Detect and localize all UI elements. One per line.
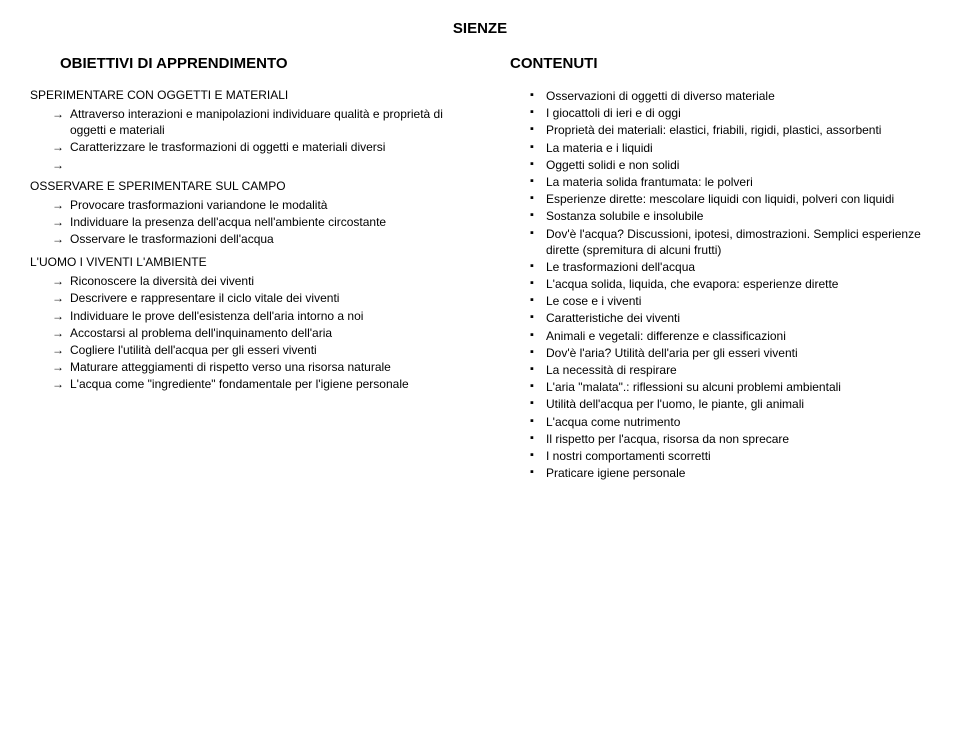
list-item: Proprietà dei materiali: elastici, friab… xyxy=(530,122,930,138)
list-item: Praticare igiene personale xyxy=(530,465,930,481)
list-item: Riconoscere la diversità dei viventi xyxy=(52,273,470,289)
list-item: Caratteristiche dei viventi xyxy=(530,310,930,326)
section-1: OSSERVARE E SPERIMENTARE SUL CAMPO Provo… xyxy=(30,179,470,248)
list-item: La necessità di respirare xyxy=(530,362,930,378)
list-item: Il rispetto per l'acqua, risorsa da non … xyxy=(530,431,930,447)
list-item: Descrivere e rappresentare il ciclo vita… xyxy=(52,290,470,306)
list-item: Dov'è l'aria? Utilità dell'aria per gli … xyxy=(530,345,930,361)
left-column: OBIETTIVI DI APPRENDIMENTO SPERIMENTARE … xyxy=(30,55,470,482)
list-item: Animali e vegetali: differenze e classif… xyxy=(530,328,930,344)
list-item: L'acqua solida, liquida, che evapora: es… xyxy=(530,276,930,292)
right-column-header: CONTENUTI xyxy=(510,55,930,72)
list-item: L'acqua come "ingrediente" fondamentale … xyxy=(52,376,470,392)
arrow-list-1: Provocare trasformazioni variandone le m… xyxy=(30,197,470,248)
list-item: Caratterizzare le trasformazioni di ogge… xyxy=(52,139,470,155)
section-heading-2: L'UOMO I VIVENTI L'AMBIENTE xyxy=(30,255,470,269)
list-item: L'aria "malata".: riflessioni su alcuni … xyxy=(530,379,930,395)
list-item: Esperienze dirette: mescolare liquidi co… xyxy=(530,191,930,207)
arrow-list-2: Riconoscere la diversità dei viventi Des… xyxy=(30,273,470,392)
list-item: Osservazioni di oggetti di diverso mater… xyxy=(530,88,930,104)
list-item: Accostarsi al problema dell'inquinamento… xyxy=(52,325,470,341)
list-item: Maturare atteggiamenti di rispetto verso… xyxy=(52,359,470,375)
list-item: Le cose e i viventi xyxy=(530,293,930,309)
list-item: Le trasformazioni dell'acqua xyxy=(530,259,930,275)
list-item: Individuare le prove dell'esistenza dell… xyxy=(52,308,470,324)
section-2: L'UOMO I VIVENTI L'AMBIENTE Riconoscere … xyxy=(30,255,470,392)
list-item: Sostanza solubile e insolubile xyxy=(530,208,930,224)
columns-container: OBIETTIVI DI APPRENDIMENTO SPERIMENTARE … xyxy=(30,55,930,482)
section-heading-1: OSSERVARE E SPERIMENTARE SUL CAMPO xyxy=(30,179,470,193)
list-item: I nostri comportamenti scorretti xyxy=(530,448,930,464)
list-item: L'acqua come nutrimento xyxy=(530,414,930,430)
list-item: La materia e i liquidi xyxy=(530,140,930,156)
list-item: Cogliere l'utilità dell'acqua per gli es… xyxy=(52,342,470,358)
list-item: Osservare le trasformazioni dell'acqua xyxy=(52,231,470,247)
list-item: Dov'è l'acqua? Discussioni, ipotesi, dim… xyxy=(530,226,930,258)
square-list: Osservazioni di oggetti di diverso mater… xyxy=(510,88,930,481)
page-title: SIENZE xyxy=(30,20,930,37)
list-item: Oggetti solidi e non solidi xyxy=(530,157,930,173)
list-item xyxy=(52,157,470,171)
list-item: Provocare trasformazioni variandone le m… xyxy=(52,197,470,213)
list-item: La materia solida frantumata: le polveri xyxy=(530,174,930,190)
section-0: SPERIMENTARE CON OGGETTI E MATERIALI Att… xyxy=(30,88,470,171)
right-column: CONTENUTI Osservazioni di oggetti di div… xyxy=(510,55,930,482)
left-column-header: OBIETTIVI DI APPRENDIMENTO xyxy=(30,55,470,72)
list-item: Utilità dell'acqua per l'uomo, le piante… xyxy=(530,396,930,412)
section-heading-0: SPERIMENTARE CON OGGETTI E MATERIALI xyxy=(30,88,470,102)
list-item: Individuare la presenza dell'acqua nell'… xyxy=(52,214,470,230)
list-item: I giocattoli di ieri e di oggi xyxy=(530,105,930,121)
list-item: Attraverso interazioni e manipolazioni i… xyxy=(52,106,470,138)
arrow-list-0: Attraverso interazioni e manipolazioni i… xyxy=(30,106,470,171)
